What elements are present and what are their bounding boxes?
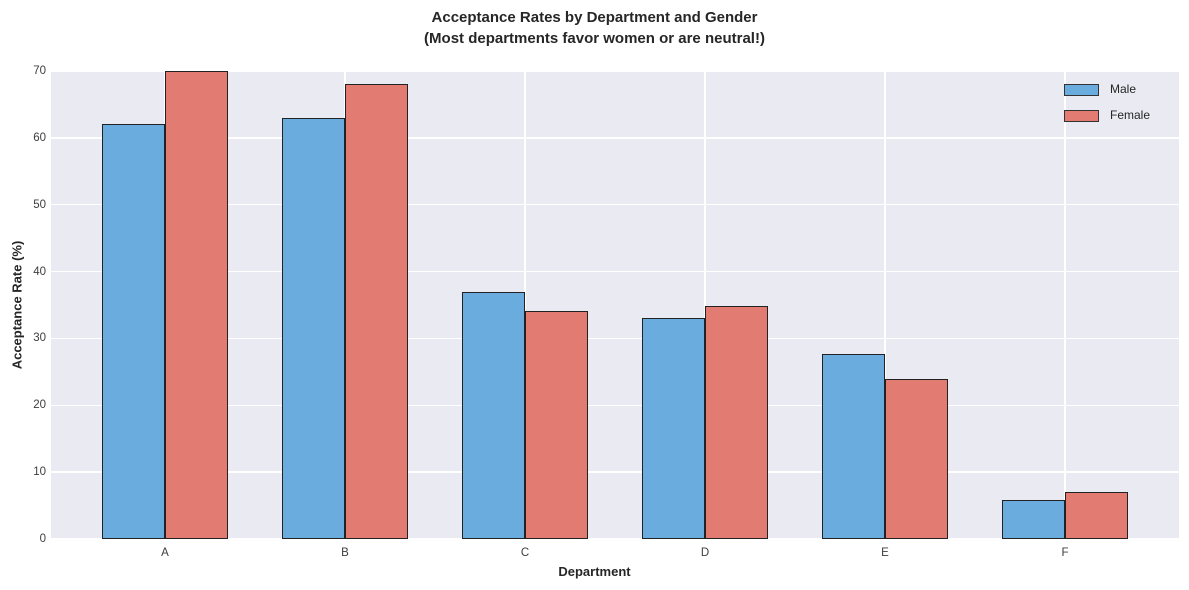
y-tick-label-60: 60 [33, 131, 46, 144]
bar-male-c [462, 292, 525, 539]
legend-swatch-male [1064, 83, 1099, 96]
gridline-y-0 [51, 538, 1179, 539]
chart-title-line2: (Most departments favor women or are neu… [424, 30, 765, 47]
bar-female-d [705, 306, 768, 539]
legend-swatch-female [1064, 109, 1099, 122]
gridline-y-70 [51, 71, 1179, 72]
legend-label-male: Male [1110, 82, 1137, 96]
x-tick-label-e: E [881, 547, 889, 559]
y-tick-label-70: 70 [33, 65, 46, 77]
y-tick-label-10: 10 [33, 466, 46, 479]
plot-area [51, 71, 1179, 539]
x-tick-label-c: C [520, 547, 530, 559]
legend-label-female: Female [1110, 108, 1151, 122]
gridline-x-e [884, 71, 886, 539]
bar-male-e [822, 354, 885, 539]
x-tick-label-d: D [700, 547, 710, 559]
bar-female-a [165, 71, 228, 539]
bar-male-b [282, 118, 345, 539]
y-tick-label-30: 30 [33, 332, 46, 345]
gridline-y-50 [51, 204, 1179, 206]
chart-title: Acceptance Rates by Department and Gende… [0, 7, 1189, 49]
x-tick-label-f: F [1061, 547, 1069, 559]
legend: Male Female [1064, 83, 1150, 135]
x-axis-label: Department [558, 564, 631, 579]
bar-male-d [642, 318, 705, 539]
bar-male-f [1002, 500, 1065, 539]
x-tick-label-a: A [161, 547, 169, 559]
legend-item-female: Female [1064, 109, 1150, 122]
gridline-y-40 [51, 270, 1179, 273]
gridline-y-20 [51, 404, 1179, 406]
bar-male-a [102, 124, 165, 539]
y-tick-label-0: 0 [39, 533, 46, 545]
y-tick-label-20: 20 [33, 399, 46, 412]
gridline-y-10 [51, 471, 1179, 473]
y-axis-label: Acceptance Rate (%) [9, 240, 25, 370]
y-tick-label-40: 40 [33, 265, 46, 278]
x-tick-label-b: B [341, 547, 349, 559]
bar-female-f [1065, 492, 1128, 539]
y-tick-label-50: 50 [33, 198, 46, 211]
gridline-y-30 [51, 337, 1179, 340]
gridline-y-60 [51, 137, 1179, 139]
gridline-x-f [1064, 71, 1066, 539]
chart-title-line1: Acceptance Rates by Department and Gende… [431, 9, 758, 26]
bar-female-e [885, 379, 948, 539]
legend-item-male: Male [1064, 83, 1150, 96]
bar-female-b [345, 84, 408, 539]
bar-female-c [525, 311, 588, 539]
gridline-x-d [704, 71, 706, 539]
